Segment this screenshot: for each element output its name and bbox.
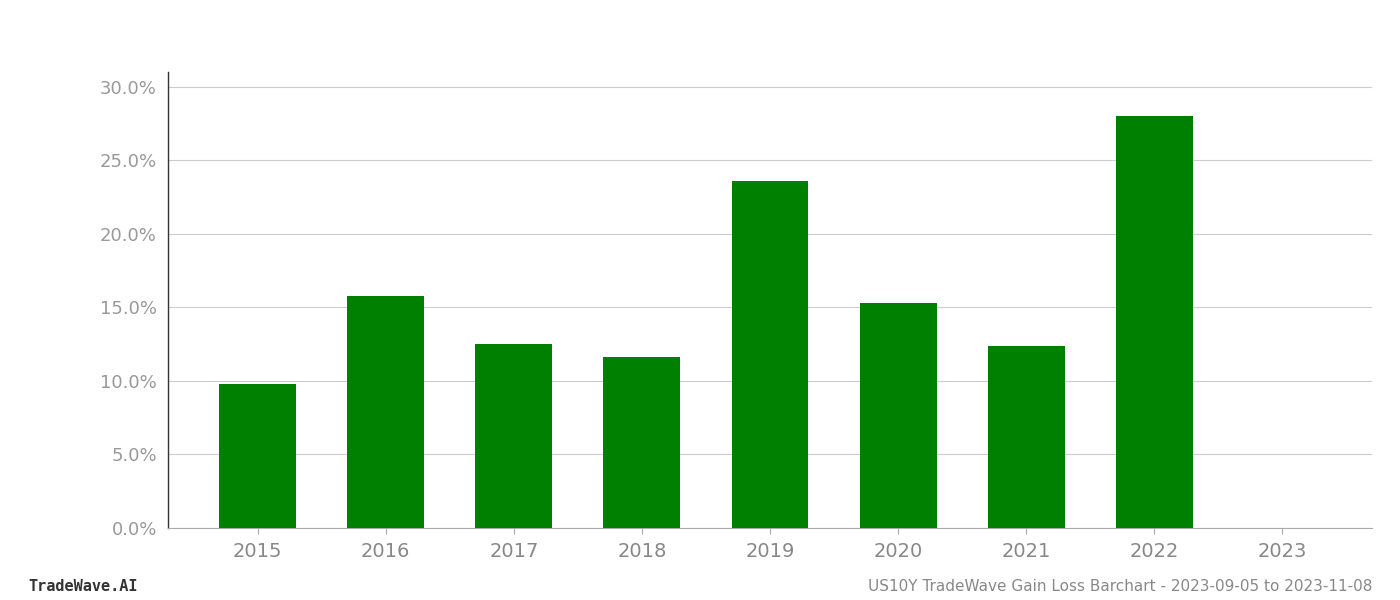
Bar: [860, 303, 937, 528]
Bar: [347, 296, 424, 528]
Bar: [220, 384, 295, 528]
Bar: [988, 346, 1064, 528]
Bar: [1116, 116, 1193, 528]
Text: US10Y TradeWave Gain Loss Barchart - 2023-09-05 to 2023-11-08: US10Y TradeWave Gain Loss Barchart - 202…: [868, 579, 1372, 594]
Bar: [732, 181, 808, 528]
Bar: [476, 344, 552, 528]
Text: TradeWave.AI: TradeWave.AI: [28, 579, 137, 594]
Bar: [603, 358, 680, 528]
